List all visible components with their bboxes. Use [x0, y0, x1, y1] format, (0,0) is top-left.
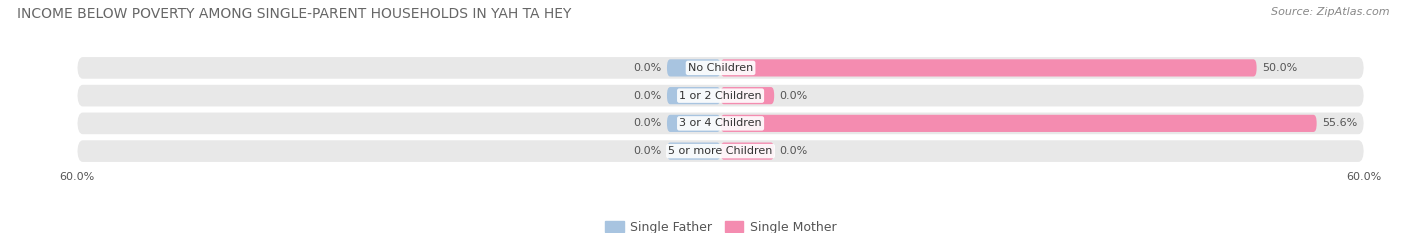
Text: 3 or 4 Children: 3 or 4 Children	[679, 118, 762, 128]
FancyBboxPatch shape	[77, 85, 1364, 106]
Text: 55.6%: 55.6%	[1322, 118, 1357, 128]
FancyBboxPatch shape	[721, 143, 775, 160]
FancyBboxPatch shape	[721, 115, 1316, 132]
FancyBboxPatch shape	[666, 59, 721, 76]
Text: INCOME BELOW POVERTY AMONG SINGLE-PARENT HOUSEHOLDS IN YAH TA HEY: INCOME BELOW POVERTY AMONG SINGLE-PARENT…	[17, 7, 571, 21]
Text: No Children: No Children	[688, 63, 754, 73]
Text: 50.0%: 50.0%	[1263, 63, 1298, 73]
Text: 0.0%: 0.0%	[633, 118, 662, 128]
FancyBboxPatch shape	[666, 87, 721, 104]
Text: 1 or 2 Children: 1 or 2 Children	[679, 91, 762, 101]
Text: 5 or more Children: 5 or more Children	[668, 146, 773, 156]
Legend: Single Father, Single Mother: Single Father, Single Mother	[605, 221, 837, 233]
FancyBboxPatch shape	[77, 140, 1364, 162]
Text: Source: ZipAtlas.com: Source: ZipAtlas.com	[1271, 7, 1389, 17]
Text: 0.0%: 0.0%	[779, 146, 808, 156]
FancyBboxPatch shape	[666, 143, 721, 160]
Text: 0.0%: 0.0%	[633, 146, 662, 156]
Text: 0.0%: 0.0%	[633, 91, 662, 101]
FancyBboxPatch shape	[721, 59, 1257, 76]
Text: 0.0%: 0.0%	[779, 91, 808, 101]
FancyBboxPatch shape	[77, 113, 1364, 134]
FancyBboxPatch shape	[721, 87, 775, 104]
FancyBboxPatch shape	[666, 115, 721, 132]
FancyBboxPatch shape	[77, 57, 1364, 79]
Text: 0.0%: 0.0%	[633, 63, 662, 73]
